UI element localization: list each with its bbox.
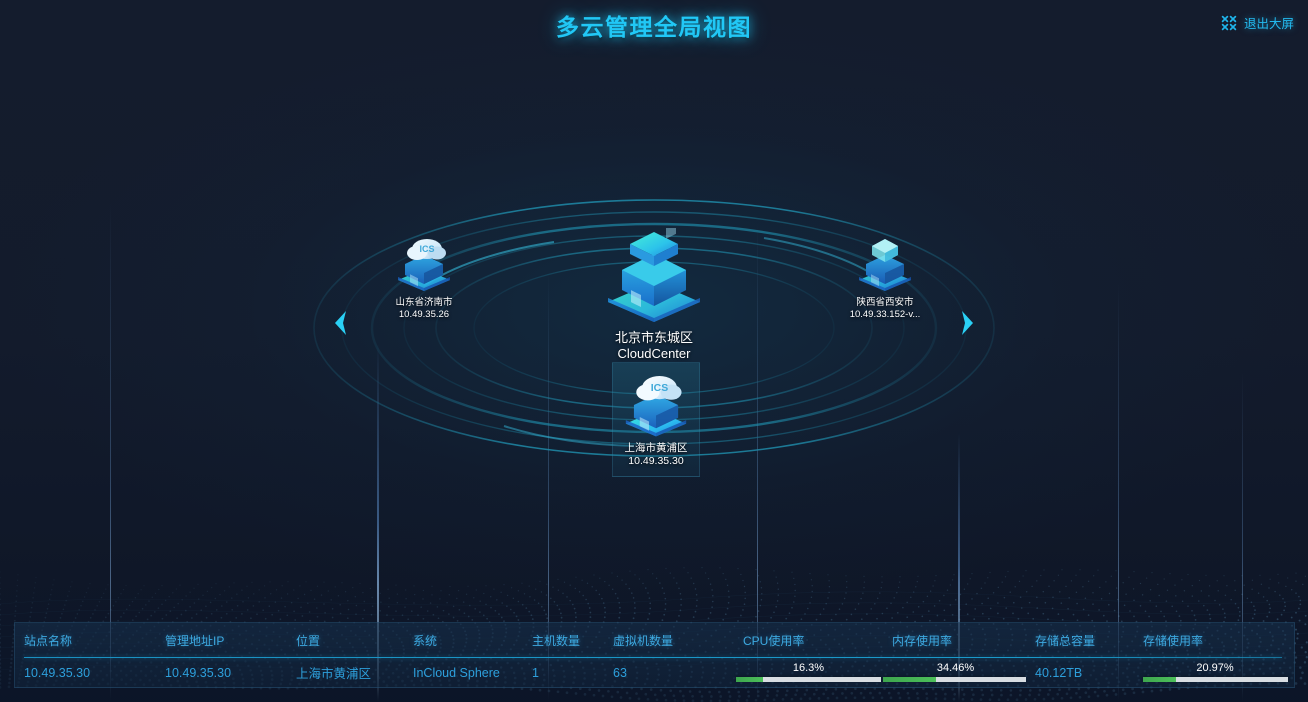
topology-area: 北京市东城区 CloudCenter [0, 48, 1308, 568]
node-label: 陕西省西安市 10.49.33.152-v... [850, 297, 921, 321]
cell-mgmt_ip: 10.49.35.30 [165, 665, 232, 680]
node-label-line2: 10.49.35.26 [398, 308, 450, 320]
usage-percent-label-mem_usage: 34.46% [936, 663, 975, 674]
column-header-mgmt_ip[interactable]: 管理地址IP [165, 633, 225, 648]
cell-host_count: 1 [532, 665, 539, 680]
light-beam [958, 432, 960, 702]
chevron-left-icon [335, 311, 346, 335]
column-header-host_count[interactable]: 主机数量 [532, 633, 581, 648]
light-beam [377, 342, 379, 702]
cloud-center-building-icon [608, 228, 700, 322]
site-detail-table: 站点名称 管理地址IP 位置 系统 主机数量 虚拟机数量 CPU使用率 内存使用率 存储总容量 存… [14, 622, 1295, 688]
svg-text:ICS: ICS [419, 244, 434, 254]
node-label-line1: 山东省济南市 [395, 297, 453, 308]
cloud-site-icon: ICS [398, 239, 450, 291]
usage-progress-fill-mem_usage [883, 677, 936, 682]
usage-progress-fill-storage_usage [1142, 677, 1176, 682]
column-header-vm_count[interactable]: 虚拟机数量 [613, 633, 674, 648]
cell-location: 上海市黄浦区 [296, 667, 372, 681]
light-beam [757, 222, 758, 702]
chevron-right-icon [962, 311, 973, 335]
svg-text:ICS: ICS [651, 383, 668, 394]
light-beam [1242, 372, 1243, 702]
column-header-mem_usage[interactable]: 内存使用率 [892, 633, 953, 648]
cell-vm_count: 63 [613, 665, 627, 680]
cell-site_name: 10.49.35.30 [24, 665, 91, 680]
light-beam [110, 202, 111, 702]
usage-percent-label-storage_usage: 20.97% [1196, 663, 1234, 674]
column-header-cpu_usage[interactable]: CPU使用率 [743, 633, 805, 648]
node-label: 上海市黄浦区 10.49.35.30 [625, 442, 688, 468]
node-label: 山东省济南市 10.49.35.26 [395, 297, 452, 321]
next-site-button[interactable] [955, 303, 981, 343]
topology-node-cloudcenter[interactable]: 北京市东城区 CloudCenter [569, 228, 739, 363]
page-title: 多云管理全局视图 [556, 14, 752, 40]
node-label-line2: 10.49.35.30 [628, 455, 684, 468]
light-beam [548, 272, 549, 702]
table-header-row: 站点名称 管理地址IP 位置 系统 主机数量 虚拟机数量 CPU使用率 内存使用率 存储总容量 存… [15, 623, 1294, 657]
prev-site-button[interactable] [327, 303, 353, 343]
column-header-storage_total[interactable]: 存储总容量 [1035, 633, 1096, 648]
edge-site-icon [859, 239, 911, 291]
usage-progress-track-storage_usage [1142, 677, 1288, 682]
usage-progress-track-mem_usage [883, 677, 1026, 682]
node-label-line1: 上海市黄浦区 [624, 442, 688, 454]
node-label-line2: CloudCenter [617, 346, 691, 362]
cell-system: InCloud Sphere [413, 665, 500, 680]
column-header-location[interactable]: 位置 [296, 633, 321, 648]
cell-storage_total: 40.12TB [1035, 665, 1083, 680]
topology-node-jinan[interactable]: ICS 山东省济南市 10.49.35.26 [374, 233, 474, 321]
usage-progress-track-cpu_usage [736, 677, 881, 682]
usage-percent-label-cpu_usage: 16.3% [792, 663, 825, 674]
light-beam [1118, 282, 1119, 702]
cell-mem_usage: 34.46% [883, 663, 1026, 682]
usage-progress-fill-cpu_usage [736, 677, 763, 682]
node-label: 北京市东城区 CloudCenter [615, 330, 693, 363]
topology-node-xian[interactable]: 陕西省西安市 10.49.33.152-v... [826, 233, 944, 321]
exit-fullscreen-button[interactable]: 退出大屏 [1221, 13, 1294, 32]
column-header-system[interactable]: 系统 [413, 633, 438, 648]
node-label-line2: 10.49.33.152-v... [849, 308, 921, 320]
column-header-site_name[interactable]: 站点名称 [24, 633, 73, 648]
exit-fullscreen-label: 退出大屏 [1243, 17, 1294, 31]
cloud-site-icon: ICS [625, 375, 687, 437]
column-header-storage_usage[interactable]: 存储使用率 [1143, 633, 1204, 648]
node-label-line1: 陕西省西安市 [856, 297, 914, 308]
header-bar: 多云管理全局视图 退出大屏 [0, 0, 1308, 48]
table-row[interactable]: 10.49.35.30 10.49.35.30 上海市黄浦区 InCloud Sphe… [15, 657, 1294, 688]
cell-cpu_usage: 16.3% [734, 663, 883, 682]
cell-storage_usage: 20.97% [1134, 663, 1296, 682]
node-label-line1: 北京市东城区 [614, 330, 693, 345]
topology-node-shanghai-selected[interactable]: ICS 上海市黄浦区 10.49.35.30 [612, 362, 700, 478]
exit-fullscreen-icon [1221, 15, 1237, 30]
